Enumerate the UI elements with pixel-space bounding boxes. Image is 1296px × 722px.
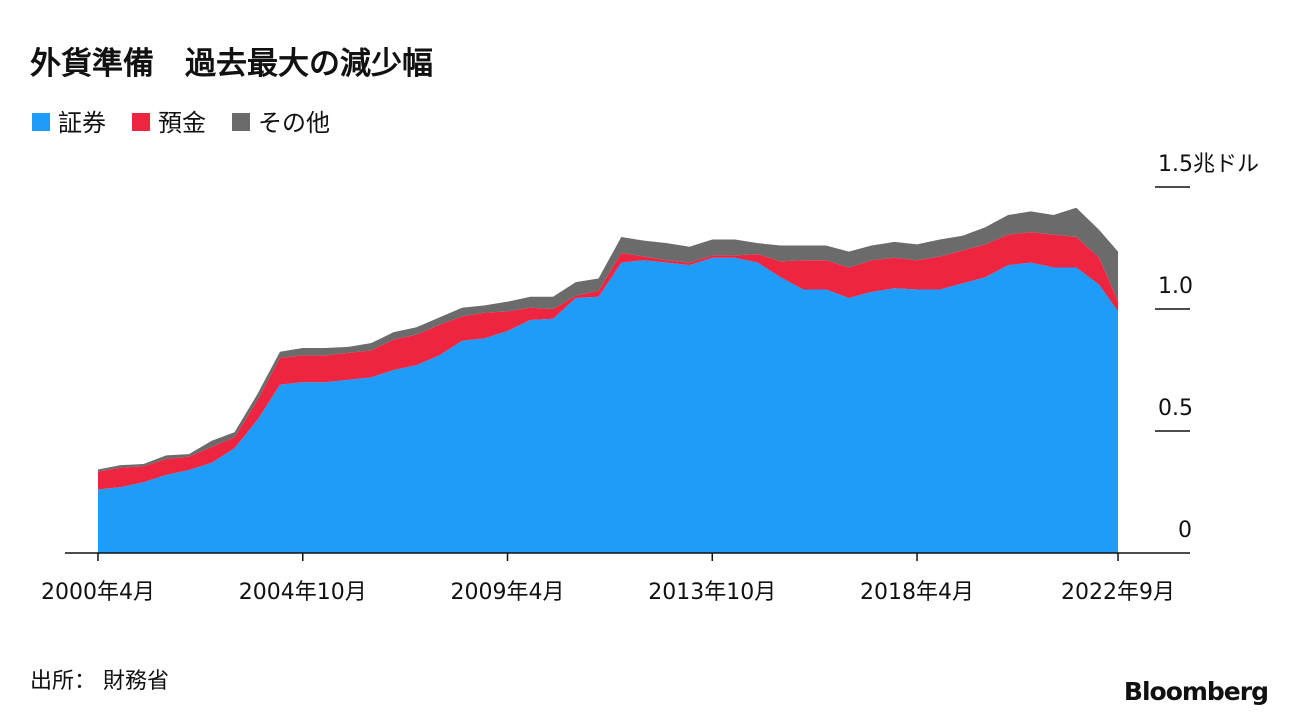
x-tick-label: 2000年4月 (41, 580, 155, 605)
legend-label: その他 (258, 109, 330, 137)
brand: Bloomberg (1124, 677, 1268, 706)
x-tick-label: 2009年4月 (451, 580, 565, 605)
area (98, 257, 1118, 553)
y-tick-label: 1.5兆ドル (1158, 152, 1259, 177)
x-tick-label: 2022年9月 (1061, 580, 1175, 605)
x-tick-label: 2018年4月 (860, 580, 974, 605)
legend-label: 預金 (158, 109, 206, 137)
legend-swatch (132, 113, 150, 131)
y-tick-label: 1.0 (1158, 274, 1193, 299)
y-tick-label: 0.5 (1158, 396, 1193, 421)
y-tick-label: 0 (1178, 518, 1192, 543)
legend-swatch (32, 113, 50, 131)
legend-swatch (232, 113, 250, 131)
x-tick-label: 2013年10月 (648, 580, 776, 605)
legend-label: 証券 (58, 109, 106, 137)
source: 出所： 財務省 (30, 669, 169, 694)
x-tick-label: 2004年10月 (239, 580, 367, 605)
chart-title: 外貨準備 過去最大の減少幅 (30, 46, 433, 82)
area (98, 232, 1118, 490)
